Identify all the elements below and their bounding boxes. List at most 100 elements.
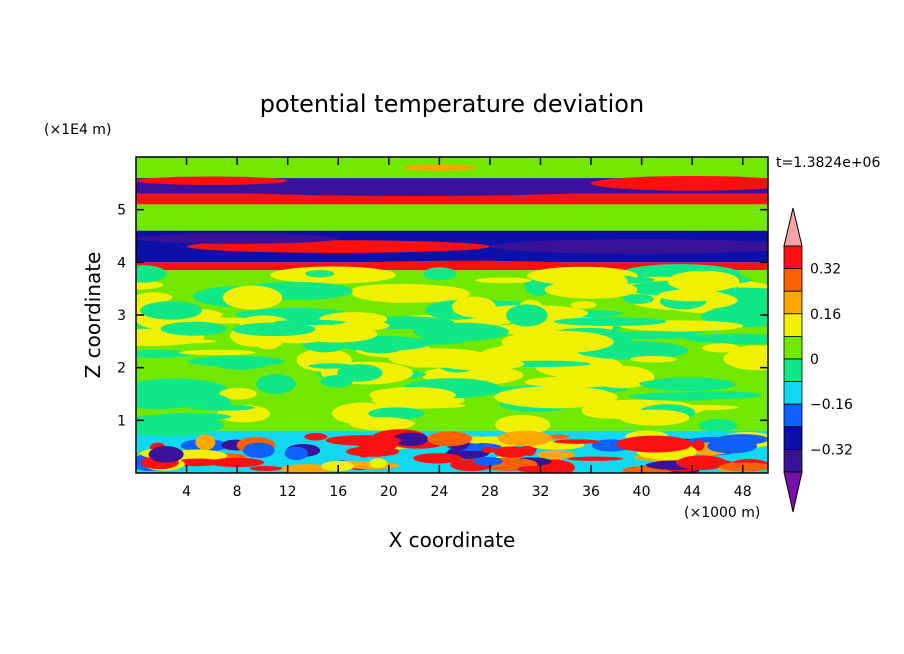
texture-mid bbox=[369, 386, 456, 404]
texture-mid bbox=[320, 375, 353, 388]
colorbar-swatch bbox=[783, 335, 803, 360]
texture-mid bbox=[570, 301, 597, 309]
chart-title: potential temperature deviation bbox=[260, 90, 644, 118]
x-tick-label: 8 bbox=[233, 484, 242, 500]
texture-lower bbox=[243, 442, 275, 459]
texture-mid bbox=[372, 337, 466, 345]
texture-mid bbox=[553, 317, 667, 326]
contour-field bbox=[136, 157, 768, 473]
colorbar-tick-label: 0.32 bbox=[810, 262, 841, 278]
texture-upper bbox=[489, 239, 768, 254]
texture-lower bbox=[707, 438, 758, 454]
colorbar-tick-label: −0.16 bbox=[810, 397, 853, 413]
texture-mid bbox=[630, 355, 677, 363]
y-tick-label: 3 bbox=[117, 308, 126, 324]
colorbar-tick-label: 0 bbox=[810, 352, 819, 368]
texture-mid bbox=[684, 333, 768, 343]
x-tick-label: 44 bbox=[683, 484, 701, 500]
texture-mid bbox=[256, 374, 296, 394]
field-band-3 bbox=[136, 204, 768, 231]
colorbar-swatch bbox=[783, 426, 803, 450]
texture-mid bbox=[639, 379, 696, 388]
colorbar-swatch bbox=[783, 268, 803, 292]
texture-lower bbox=[369, 458, 388, 468]
texture-mid bbox=[624, 294, 654, 304]
texture-mid bbox=[222, 285, 283, 310]
texture-lower bbox=[553, 439, 601, 444]
field-band-5 bbox=[136, 262, 768, 271]
colorbar-swatch bbox=[783, 403, 803, 428]
x-axis-title: X coordinate bbox=[389, 528, 516, 552]
texture-lower bbox=[473, 456, 503, 466]
y-tick-label: 1 bbox=[117, 413, 126, 429]
texture-lower bbox=[195, 434, 216, 451]
texture-lower bbox=[517, 465, 552, 473]
texture-mid bbox=[629, 392, 728, 401]
time-label: t=1.3824e+06 bbox=[776, 155, 880, 171]
colorbar-swatch bbox=[783, 290, 803, 315]
texture-mid bbox=[349, 417, 415, 431]
texture-mid bbox=[388, 348, 492, 368]
texture-lower bbox=[718, 462, 768, 472]
x-tick-label: 12 bbox=[279, 484, 297, 500]
x-tick-label: 32 bbox=[532, 484, 550, 500]
texture-mid bbox=[475, 277, 532, 284]
texture-lower bbox=[392, 432, 429, 446]
texture-mid bbox=[494, 386, 618, 409]
y-tick-label: 4 bbox=[117, 255, 126, 271]
colorbar-swatch bbox=[783, 448, 803, 473]
texture-mid bbox=[524, 376, 622, 388]
texture-mid bbox=[702, 343, 740, 353]
texture-upper bbox=[136, 233, 339, 244]
field-band-2 bbox=[136, 193, 768, 205]
texture-upper bbox=[363, 260, 566, 267]
texture-lower bbox=[427, 431, 473, 447]
texture-mid bbox=[501, 330, 614, 354]
texture-mid bbox=[619, 409, 690, 426]
x-unit-label: (×1000 m) bbox=[684, 505, 760, 521]
x-tick-label: 36 bbox=[582, 484, 600, 500]
texture-mid bbox=[187, 355, 285, 367]
texture-upper bbox=[591, 175, 768, 191]
colorbar-swatch bbox=[783, 358, 803, 383]
texture-mid bbox=[423, 267, 457, 281]
colorbar-tick-label: −0.32 bbox=[810, 442, 853, 458]
texture-upper bbox=[401, 164, 478, 171]
texture-mid bbox=[356, 402, 467, 409]
colorbar: 0.32 0.16 0 −0.16 −0.32 bbox=[783, 207, 853, 513]
texture-mid bbox=[136, 338, 217, 345]
texture-lower bbox=[148, 446, 184, 463]
texture-mid bbox=[658, 289, 725, 302]
texture-lower bbox=[284, 446, 309, 461]
texture-mid bbox=[730, 345, 768, 361]
y-unit-label: (×1E4 m) bbox=[44, 122, 111, 138]
texture-mid bbox=[136, 389, 208, 409]
texture-lower bbox=[546, 434, 570, 439]
texture-mid bbox=[273, 319, 347, 326]
texture-lower bbox=[691, 439, 705, 451]
y-tick-label: 2 bbox=[117, 361, 126, 377]
texture-mid bbox=[413, 322, 509, 341]
texture-mid bbox=[160, 321, 227, 336]
colorbar-extend-high bbox=[783, 207, 803, 247]
x-tick-label: 48 bbox=[734, 484, 752, 500]
texture-lower bbox=[567, 456, 624, 461]
texture-lower bbox=[413, 453, 463, 464]
texture-mid bbox=[501, 360, 591, 367]
texture-mid bbox=[305, 270, 335, 278]
texture-mid bbox=[136, 349, 196, 358]
texture-mid bbox=[667, 270, 740, 292]
texture-lower bbox=[279, 464, 334, 473]
y-axis: 1 2 3 4 5 bbox=[117, 203, 768, 429]
x-tick-label: 28 bbox=[481, 484, 499, 500]
texture-lower bbox=[304, 432, 328, 441]
texture-lower bbox=[481, 447, 496, 453]
texture-mid bbox=[451, 296, 496, 318]
texture-lower bbox=[497, 430, 553, 447]
texture-mid bbox=[178, 349, 256, 356]
texture-mid bbox=[308, 363, 354, 369]
colorbar-swatch bbox=[783, 381, 803, 405]
texture-mid bbox=[232, 322, 316, 337]
texture-mid bbox=[495, 414, 551, 435]
